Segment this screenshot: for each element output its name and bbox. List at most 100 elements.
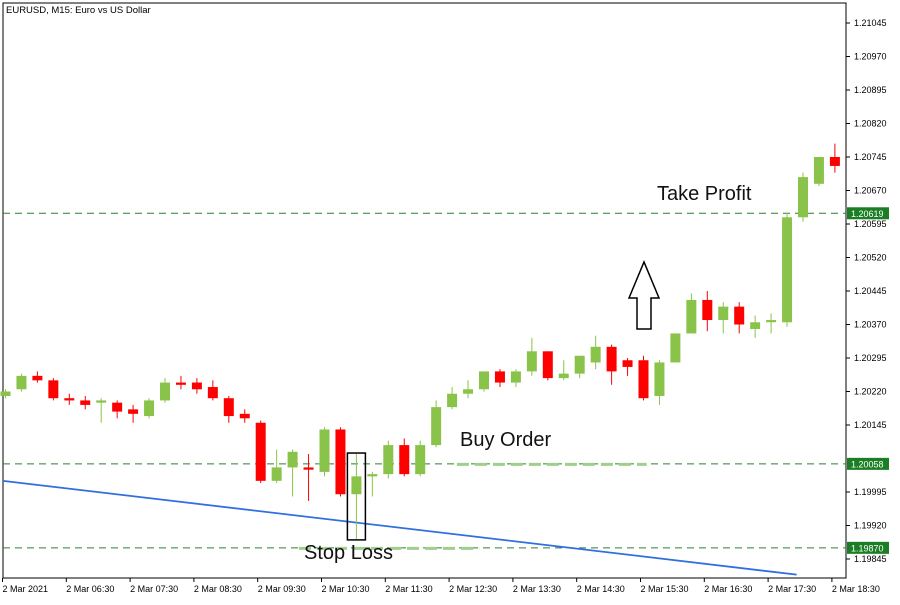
candle	[654, 360, 665, 405]
candle-body	[80, 400, 91, 405]
x-tick-label: 2 Mar 12:30	[449, 584, 497, 594]
candle-body	[64, 398, 75, 401]
candle-body	[670, 333, 681, 363]
candle	[813, 157, 824, 187]
candle-body	[766, 320, 777, 323]
x-tick-label: 2 Mar 14:30	[577, 584, 625, 594]
candle-body	[287, 451, 298, 468]
overlay-layer	[346, 260, 661, 541]
up-arrow-icon	[627, 260, 661, 330]
candle	[606, 344, 617, 385]
candle-body	[271, 467, 282, 481]
x-tick-label: 2 Mar 13:30	[513, 584, 561, 594]
x-tick-label: 2 Mar 15:30	[641, 584, 689, 594]
candle-body	[191, 382, 202, 390]
candle-body	[0, 391, 11, 396]
y-tick-label: 1.20745	[854, 152, 887, 162]
level-tag-bg	[847, 541, 889, 554]
candle-body	[303, 467, 314, 470]
candle-body	[399, 445, 410, 475]
candle-body	[255, 422, 266, 481]
y-tick-label: 1.19995	[854, 487, 887, 497]
candle	[670, 333, 681, 363]
candle-body	[32, 375, 43, 381]
y-tick-label: 1.20970	[854, 52, 887, 62]
candle	[638, 355, 649, 401]
candle	[48, 378, 59, 401]
candle	[223, 395, 234, 423]
candle-body	[638, 360, 649, 399]
candle	[829, 143, 840, 173]
candle	[766, 313, 777, 334]
chart-title: EURUSD, M15: Euro vs US Dollar	[6, 5, 151, 16]
level-tags: 1.20619 1.20058 1.19870	[847, 207, 889, 554]
candle-body	[750, 322, 761, 329]
candle	[191, 378, 202, 394]
candle-body	[223, 398, 234, 417]
y-axis: 1.21045 1.20970 1.20895 1.20820 1.20745 1.206…	[846, 18, 887, 564]
level-tag-label: 1.20619	[851, 209, 884, 219]
candle	[287, 449, 298, 497]
buy-order-label: Buy Order	[460, 429, 551, 451]
candle-body	[574, 355, 585, 374]
candle-body	[367, 474, 378, 477]
candle	[750, 315, 761, 338]
y-tick-label: 1.20820	[854, 119, 887, 129]
candle-body	[319, 429, 330, 472]
y-tick-label: 1.20595	[854, 219, 887, 229]
candle	[128, 404, 139, 423]
candle-body	[239, 413, 250, 419]
candle	[160, 378, 170, 403]
candle	[271, 449, 282, 484]
x-tick-label: 2 Mar 07:30	[130, 584, 178, 594]
candle	[207, 380, 218, 401]
candle	[782, 212, 793, 327]
candle-body	[447, 393, 458, 408]
candle-body	[686, 299, 697, 334]
candle	[383, 440, 394, 479]
y-tick-label: 1.20895	[854, 85, 887, 95]
x-axis: 2 Mar 2021 2 Mar 06:30 2 Mar 07:30 2 Mar 08…	[2, 578, 880, 594]
candle	[0, 389, 11, 399]
candle-body	[207, 387, 218, 399]
candle-body	[479, 371, 489, 390]
candle-body	[829, 157, 840, 166]
candle	[574, 355, 585, 379]
candle-body	[654, 362, 665, 396]
y-tick-label: 1.19845	[854, 554, 887, 564]
candle	[112, 400, 123, 419]
candle-body	[782, 217, 793, 323]
candle	[96, 398, 107, 423]
candle-body	[160, 382, 170, 401]
stop-loss-label: Stop Loss	[304, 542, 393, 564]
y-tick-label: 1.20145	[854, 420, 887, 430]
candle	[479, 371, 489, 392]
candle-body	[383, 445, 394, 475]
candle-body	[510, 371, 521, 383]
x-tick-label: 2 Mar 08:30	[194, 584, 242, 594]
y-tick-label: 1.20670	[854, 186, 887, 196]
candle-body	[622, 360, 633, 367]
candle-body	[734, 306, 745, 325]
candle	[144, 398, 155, 419]
candle	[718, 302, 729, 334]
x-tick-label: 2 Mar 16:30	[704, 584, 752, 594]
candle	[463, 380, 474, 399]
x-tick-label: 2 Mar 10:30	[322, 584, 370, 594]
y-tick-label: 1.20370	[854, 320, 887, 330]
y-tick-label: 1.21045	[854, 18, 887, 28]
candle	[175, 375, 186, 390]
candle-body	[16, 375, 27, 390]
y-tick-label: 1.20295	[854, 353, 887, 363]
candle	[367, 471, 378, 497]
level-tag-bg	[847, 457, 889, 470]
x-tick-label: 2 Mar 11:30	[385, 584, 432, 594]
candle-body	[494, 371, 505, 383]
candle	[80, 395, 91, 410]
candle	[494, 369, 505, 388]
candle-body	[702, 299, 713, 321]
y-tick-label: 1.20520	[854, 253, 887, 263]
candle	[622, 358, 633, 376]
